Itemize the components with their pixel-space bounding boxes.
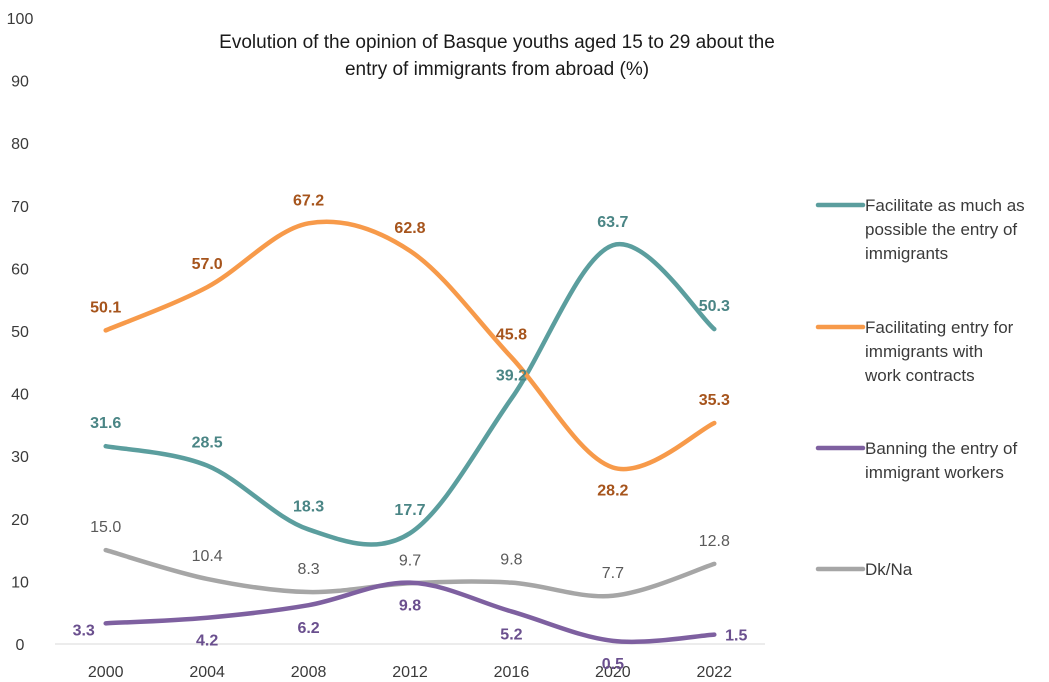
data-label: 9.8 bbox=[399, 598, 421, 615]
data-label: 62.8 bbox=[394, 220, 425, 237]
legend-label: Dk/Na bbox=[865, 560, 913, 579]
series-line bbox=[103, 580, 717, 645]
data-label: 45.8 bbox=[496, 326, 527, 343]
data-label: 4.2 bbox=[196, 633, 218, 650]
y-tick-label: 100 bbox=[7, 11, 34, 28]
legend: Facilitate as much as possible the entry … bbox=[815, 196, 1025, 579]
y-axis: 0 10 20 30 40 50 60 70 80 90 100 bbox=[7, 11, 34, 654]
x-tick-label: 2020 bbox=[595, 664, 631, 681]
y-tick-label: 90 bbox=[11, 74, 29, 91]
y-tick-label: 80 bbox=[11, 136, 29, 153]
legend-label: immigrant workers bbox=[865, 463, 1004, 482]
legend-label: Banning the entry of bbox=[865, 439, 1017, 458]
data-label: 28.2 bbox=[597, 482, 628, 499]
series-line bbox=[103, 241, 717, 547]
x-axis: 2000 2004 2008 2012 2016 2020 2022 bbox=[55, 643, 765, 681]
legend-label: possible the entry of bbox=[865, 220, 1017, 239]
y-tick-label: 30 bbox=[11, 449, 29, 466]
chart-title-line-2: entry of immigrants from abroad (%) bbox=[345, 59, 649, 80]
data-label: 9.8 bbox=[500, 552, 522, 569]
data-label: 57.0 bbox=[192, 256, 223, 273]
x-tick-label: 2016 bbox=[494, 664, 530, 681]
data-label: 0.5 bbox=[602, 656, 624, 673]
data-label: 35.3 bbox=[699, 392, 730, 409]
x-tick-label: 2022 bbox=[696, 664, 732, 681]
legend-item: Facilitating entry for immigrants with wor… bbox=[815, 318, 1014, 385]
data-label: 18.3 bbox=[293, 498, 324, 515]
legend-item: Banning the entry of immigrant workers bbox=[815, 439, 1017, 482]
y-tick-label: 60 bbox=[11, 261, 29, 278]
data-label: 39.2 bbox=[496, 368, 527, 385]
legend-label: Facilitating entry for bbox=[865, 318, 1014, 337]
data-label: 10.4 bbox=[192, 548, 223, 565]
legend-label: immigrants with bbox=[865, 342, 983, 361]
data-label: 12.8 bbox=[699, 533, 730, 550]
y-tick-label: 0 bbox=[16, 637, 25, 654]
data-label: 50.3 bbox=[699, 298, 730, 315]
data-label: 7.7 bbox=[602, 565, 624, 582]
y-tick-label: 50 bbox=[11, 324, 29, 341]
series-lines bbox=[103, 219, 717, 645]
data-label: 28.5 bbox=[192, 435, 223, 452]
legend-label: immigrants bbox=[865, 244, 948, 263]
series-line bbox=[103, 219, 717, 472]
data-label: 5.2 bbox=[500, 626, 522, 643]
legend-item: Facilitate as much as possible the entry … bbox=[815, 196, 1025, 263]
data-label: 17.7 bbox=[394, 502, 425, 519]
x-tick-label: 2004 bbox=[189, 664, 225, 681]
data-label: 6.2 bbox=[297, 620, 319, 637]
data-label: 1.5 bbox=[725, 628, 747, 645]
y-tick-label: 40 bbox=[11, 387, 29, 404]
chart-title-line-1: Evolution of the opinion of Basque youth… bbox=[219, 32, 775, 53]
data-label: 50.1 bbox=[90, 299, 121, 316]
x-tick-label: 2012 bbox=[392, 664, 428, 681]
data-labels: 31.6 28.5 18.3 17.7 39.2 63.7 50.3 50.1 57.0 67.2… bbox=[73, 192, 748, 673]
legend-item: Dk/Na bbox=[815, 560, 913, 579]
data-label: 63.7 bbox=[597, 214, 628, 231]
legend-label: Facilitate as much as bbox=[865, 196, 1025, 215]
legend-label: work contracts bbox=[864, 366, 975, 385]
chart-title: Evolution of the opinion of Basque youth… bbox=[219, 32, 775, 80]
data-label: 8.3 bbox=[297, 561, 319, 578]
x-tick-label: 2000 bbox=[88, 664, 124, 681]
y-tick-label: 70 bbox=[11, 199, 29, 216]
y-tick-label: 10 bbox=[11, 574, 29, 591]
data-label: 15.0 bbox=[90, 519, 121, 536]
data-label: 31.6 bbox=[90, 415, 121, 432]
data-label: 9.7 bbox=[399, 552, 421, 569]
data-label: 3.3 bbox=[73, 622, 95, 639]
y-tick-label: 20 bbox=[11, 512, 29, 529]
data-label: 67.2 bbox=[293, 192, 324, 209]
x-tick-label: 2008 bbox=[291, 664, 327, 681]
